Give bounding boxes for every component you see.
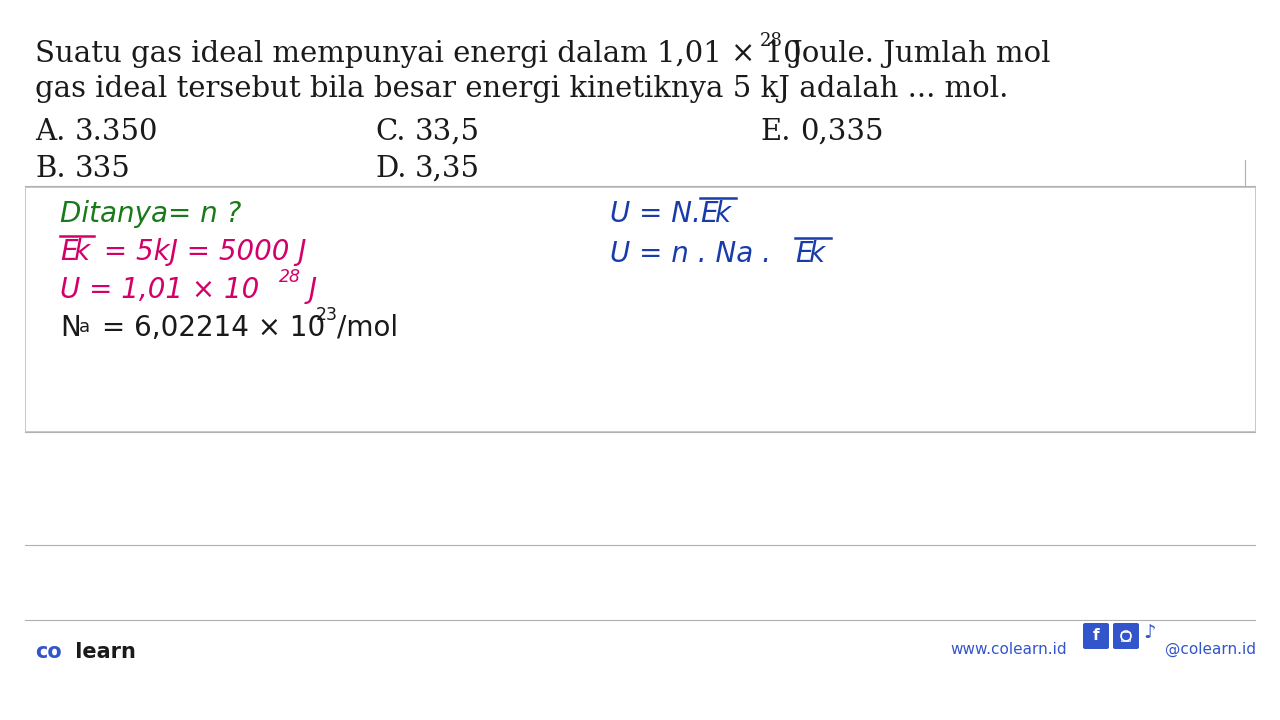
Text: 33,5: 33,5 — [415, 118, 480, 146]
Text: 23: 23 — [316, 306, 338, 324]
FancyBboxPatch shape — [1114, 623, 1139, 649]
Text: 3,35: 3,35 — [415, 155, 480, 183]
Text: A.: A. — [35, 118, 65, 146]
Text: 28: 28 — [760, 32, 783, 50]
Text: U = n . Na .: U = n . Na . — [611, 240, 771, 268]
Text: gas ideal tersebut bila besar energi kinetiknya 5 kJ adalah ... mol.: gas ideal tersebut bila besar energi kin… — [35, 75, 1009, 103]
Text: learn: learn — [68, 642, 136, 662]
Text: k: k — [73, 238, 90, 266]
Text: U = N.: U = N. — [611, 200, 701, 228]
Text: Ditanya= n ?: Ditanya= n ? — [60, 200, 242, 228]
Text: U = 1,01 × 10: U = 1,01 × 10 — [60, 276, 260, 304]
Text: @colearn.id: @colearn.id — [1165, 642, 1256, 657]
Text: C.: C. — [375, 118, 406, 146]
Text: 28: 28 — [279, 268, 301, 286]
Text: = 5kJ = 5000 J: = 5kJ = 5000 J — [95, 238, 306, 266]
Text: 0,335: 0,335 — [800, 118, 883, 146]
Text: f: f — [1093, 629, 1100, 644]
Text: k: k — [808, 240, 824, 268]
Text: Joule. Jumlah mol: Joule. Jumlah mol — [790, 40, 1051, 68]
Text: k: k — [714, 200, 730, 228]
Text: J: J — [300, 276, 317, 304]
Text: E: E — [60, 238, 78, 266]
Text: 3.350: 3.350 — [76, 118, 159, 146]
FancyBboxPatch shape — [26, 187, 1254, 431]
FancyBboxPatch shape — [1083, 623, 1108, 649]
Text: /mol: /mol — [337, 314, 398, 342]
Text: co: co — [35, 642, 61, 662]
Text: B.: B. — [35, 155, 65, 183]
Text: N: N — [60, 314, 81, 342]
Text: = 6,02214 × 10: = 6,02214 × 10 — [93, 314, 325, 342]
Text: E.: E. — [760, 118, 791, 146]
Text: 335: 335 — [76, 155, 131, 183]
Text: D.: D. — [375, 155, 407, 183]
Text: ♪: ♪ — [1144, 624, 1156, 642]
Text: www.colearn.id: www.colearn.id — [950, 642, 1066, 657]
Text: E: E — [795, 240, 813, 268]
Text: a: a — [79, 318, 90, 336]
Text: Suatu gas ideal mempunyai energi dalam 1,01 × 10: Suatu gas ideal mempunyai energi dalam 1… — [35, 40, 801, 68]
Text: □: □ — [1120, 629, 1132, 642]
Text: E: E — [700, 200, 718, 228]
